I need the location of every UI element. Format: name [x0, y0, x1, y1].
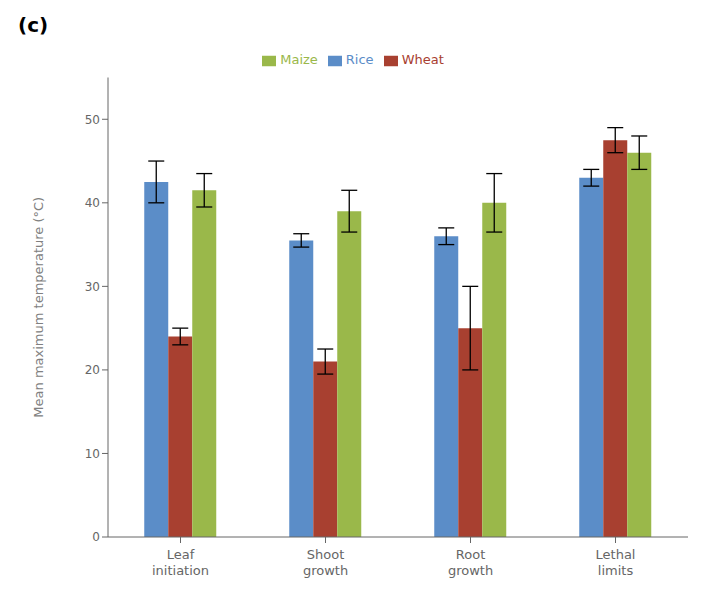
html-text:Rice: Rice	[345, 52, 374, 67]
svg-text:20: 20	[85, 363, 100, 377]
html-text:(c): (c)	[18, 13, 49, 37]
svg-text:50: 50	[85, 113, 100, 127]
html-text:Maize: Maize	[280, 52, 318, 67]
svg-text:40: 40	[85, 196, 100, 210]
html-text:Wheat: Wheat	[401, 52, 444, 67]
svg-text:30: 30	[85, 280, 100, 294]
svg-text:Rootgrowth: Rootgrowth	[448, 547, 493, 578]
svg-text:Lethallimits: Lethallimits	[596, 547, 636, 578]
svg-text:0: 0	[92, 530, 100, 544]
svg-text:Shootgrowth: Shootgrowth	[303, 547, 348, 578]
svg-text:10: 10	[85, 447, 100, 461]
svg-text:Leafinitiation: Leafinitiation	[152, 547, 209, 578]
svg-text:Mean maximum temperature (°C): Mean maximum temperature (°C)	[31, 197, 46, 418]
